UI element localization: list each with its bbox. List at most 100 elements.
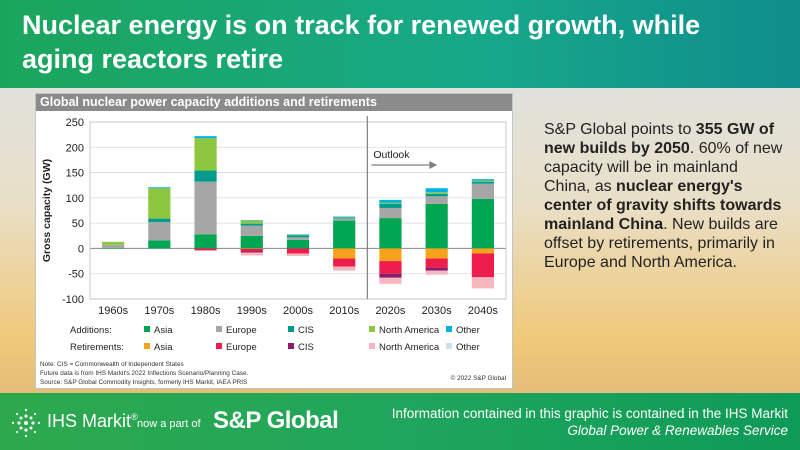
info-line: Information contained in this graphic is… bbox=[391, 406, 788, 421]
bar-addition-cis bbox=[333, 218, 356, 219]
capacity-chart: -100 -50 0 50 100 150 200 250 Gross capacity (GW… bbox=[41, 116, 507, 353]
y-tick-label: 100 bbox=[66, 193, 84, 205]
bar-retirement-europe bbox=[333, 258, 356, 267]
source-line: Source: S&P Global Commodity Insights, f… bbox=[40, 379, 248, 386]
legend-swatch bbox=[369, 343, 375, 349]
bar-addition-europe bbox=[102, 244, 125, 248]
x-tick-label: 2010s bbox=[329, 305, 359, 317]
outlook-arrow-head bbox=[429, 161, 438, 169]
y-tick-label: 150 bbox=[66, 168, 84, 180]
y-tick-label: 0 bbox=[78, 243, 84, 255]
x-tick-label: 1980s bbox=[191, 305, 221, 317]
summary-emphasis: nuclear energy's center of gravity shift… bbox=[544, 178, 782, 233]
x-tick-label: 1990s bbox=[237, 305, 267, 317]
bar-retirement-north-america bbox=[471, 277, 494, 289]
bar-addition-north-america bbox=[471, 180, 494, 182]
legend-swatch bbox=[288, 326, 294, 332]
bar-addition-north-america bbox=[102, 241, 125, 245]
legend-swatch bbox=[216, 343, 222, 349]
legend-label: Asia bbox=[154, 342, 173, 353]
bar-retirement-europe bbox=[379, 261, 402, 274]
bar-addition-other bbox=[471, 179, 494, 181]
bar-addition-europe bbox=[148, 222, 171, 241]
summary-emphasis: 355 GW of new builds by 2050 bbox=[544, 121, 775, 157]
y-tick-label: 50 bbox=[72, 218, 84, 230]
plot-frame bbox=[89, 121, 507, 300]
bar-addition-cis bbox=[194, 170, 217, 182]
bar-addition-europe bbox=[379, 207, 402, 219]
summary-part: S&P Global points to bbox=[544, 121, 696, 138]
summary-part: . 60% of new capacity will be in mainlan… bbox=[544, 140, 783, 195]
bar-retirement-europe bbox=[240, 248, 263, 252]
bar-retirement-asia bbox=[425, 248, 448, 259]
note-line: Note: CIS = Commonwealth of Independent … bbox=[40, 361, 184, 368]
legend-swatch bbox=[369, 326, 375, 332]
bar-retirement-cis bbox=[425, 267, 448, 271]
x-tick-label: 1960s bbox=[98, 305, 128, 317]
x-tick-label: 2020s bbox=[375, 305, 405, 317]
legend-label: North America bbox=[379, 325, 440, 336]
bar-addition-asia bbox=[240, 235, 263, 249]
bar-addition-other bbox=[333, 216, 356, 218]
legend-row-label: Retirements: bbox=[70, 342, 124, 353]
x-tick-label: 1970s bbox=[144, 305, 174, 317]
bar-addition-asia bbox=[425, 203, 448, 249]
bar-addition-cis bbox=[148, 218, 171, 223]
bar-addition-north-america bbox=[425, 192, 448, 194]
service-name: Global Power & Renewables Service bbox=[567, 423, 788, 438]
bar-retirement-north-america bbox=[286, 253, 310, 257]
chart-title: Global nuclear power capacity additions … bbox=[36, 94, 512, 111]
legend-label: CIS bbox=[298, 325, 314, 336]
y-tick-label: -100 bbox=[62, 294, 84, 306]
chart-notes: Note: CIS = Commonwealth of Independent … bbox=[40, 360, 248, 387]
legend-label: Europe bbox=[226, 325, 257, 336]
footer-bar: IHS Markit® now a part of S&P Global Inf… bbox=[0, 393, 800, 450]
legend-label: Europe bbox=[226, 342, 257, 353]
bar-addition-north-america bbox=[240, 220, 263, 224]
header-banner: Nuclear energy is on track for renewed g… bbox=[0, 0, 800, 88]
bar-addition-asia bbox=[286, 239, 310, 249]
x-tick-label: 2000s bbox=[283, 305, 313, 317]
y-tick-label: 200 bbox=[66, 142, 84, 154]
page-title: Nuclear energy is on track for renewed g… bbox=[22, 10, 701, 74]
bar-retirement-cis bbox=[379, 273, 402, 278]
legend-label: Other bbox=[456, 325, 480, 336]
bar-addition-other bbox=[148, 187, 171, 189]
y-tick-label: -50 bbox=[68, 269, 84, 281]
bar-addition-cis bbox=[286, 235, 310, 238]
note-line: Future data is from IHS Markit's 2022 In… bbox=[40, 370, 249, 377]
y-tick-label: 250 bbox=[66, 117, 84, 129]
bar-retirement-north-america bbox=[333, 266, 356, 271]
bar-retirement-north-america bbox=[379, 277, 402, 284]
legend-row-label: Additions: bbox=[70, 325, 112, 336]
bar-addition-europe bbox=[240, 225, 263, 236]
copyright-note: © 2022 S&P Global bbox=[450, 375, 506, 382]
legend-label: North America bbox=[379, 342, 440, 353]
legend-swatch bbox=[144, 326, 150, 332]
bar-retirement-europe bbox=[425, 258, 448, 268]
legend-swatch bbox=[144, 343, 150, 349]
bar-addition-cis bbox=[425, 193, 448, 197]
bar-addition-north-america bbox=[148, 188, 171, 219]
bar-retirement-north-america bbox=[240, 252, 263, 256]
x-tick-label: 2030s bbox=[422, 305, 452, 317]
bar-addition-asia bbox=[194, 234, 217, 249]
legend-label: Other bbox=[456, 342, 480, 353]
bar-addition-europe bbox=[425, 196, 448, 204]
bar-addition-asia bbox=[379, 218, 402, 249]
bar-addition-other bbox=[240, 220, 263, 221]
bar-addition-europe bbox=[471, 183, 494, 199]
legend-swatch bbox=[446, 343, 452, 349]
bar-addition-europe bbox=[333, 218, 356, 221]
legend-swatch bbox=[446, 326, 452, 332]
bar-addition-cis bbox=[379, 203, 402, 208]
bar-addition-asia bbox=[471, 198, 494, 249]
bar-retirement-north-america bbox=[425, 270, 448, 275]
bar-addition-europe bbox=[286, 237, 310, 240]
x-tick-label: 2040s bbox=[468, 305, 498, 317]
bar-addition-other bbox=[379, 199, 402, 203]
bar-addition-europe bbox=[194, 181, 217, 235]
bar-retirement-cis bbox=[240, 251, 263, 253]
legend-label: CIS bbox=[298, 342, 314, 353]
bar-addition-other bbox=[194, 136, 217, 139]
